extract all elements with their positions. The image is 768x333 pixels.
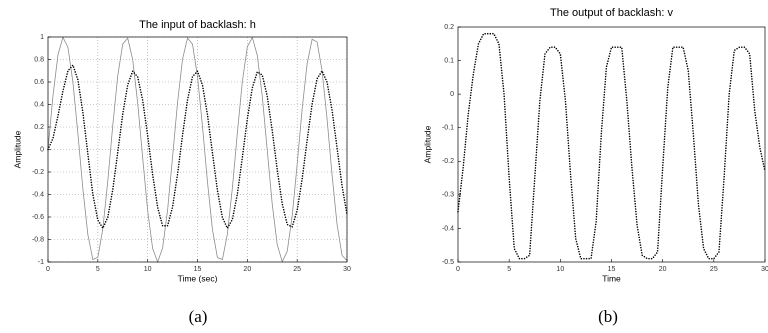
x-axis-label: Time (602, 273, 621, 283)
y-tick-label: 0 (450, 91, 454, 98)
axes-frame (47, 36, 348, 263)
x-tick-label: 15 (194, 266, 202, 273)
x-tick-label: 25 (710, 266, 718, 273)
y-tick-label: 0.4 (34, 101, 44, 108)
data-line (457, 32, 766, 260)
x-tick-label: 15 (608, 266, 616, 273)
y-tick-label: -0.2 (442, 158, 454, 165)
y-tick-label: -0.4 (442, 225, 454, 232)
subplot: 0 5 10 15 20 25 30 -0.5 -0.4 -0.3 -0.2 -0.1 0 0.1 0.2 T… (422, 7, 768, 326)
y-tick-label: 0.6 (34, 79, 44, 86)
x-tick-label: 0 (46, 266, 50, 273)
x-tick-label: 5 (96, 266, 100, 273)
x-axis-label: Time (sec) (178, 273, 218, 283)
y-tick-label: -0.3 (442, 192, 454, 199)
caption: (b) (598, 307, 618, 326)
x-tick-label: 10 (556, 266, 564, 273)
plot-area (458, 27, 765, 262)
caption: (a) (189, 307, 208, 326)
y-tick-label: 0 (40, 146, 44, 153)
chart-title: The output of backlash: v (550, 7, 673, 19)
y-tick-label: 1 (40, 34, 44, 41)
x-tick-label: 5 (507, 266, 511, 273)
y-tick-label: 0.2 (34, 124, 44, 131)
y-tick-label: 0.2 (444, 24, 454, 31)
data-line (47, 36, 348, 264)
y-tick-label: -0.8 (32, 236, 44, 243)
x-tick-label: 30 (343, 266, 351, 273)
x-tick-label: 30 (761, 266, 768, 273)
chart-title: The input of backlash: h (139, 19, 256, 31)
x-tick-label: 20 (243, 266, 251, 273)
x-tick-label: 10 (144, 266, 152, 273)
y-tick-label: -0.1 (442, 125, 454, 132)
y-tick-label: -1 (38, 259, 44, 266)
y-tick-label: -0.6 (32, 214, 44, 221)
y-tick-label: -0.4 (32, 191, 44, 198)
y-axis-label: Amplitude (12, 130, 22, 168)
y-tick-label: -0.5 (442, 259, 454, 266)
x-tick-label: 0 (456, 266, 460, 273)
data-line (47, 63, 348, 230)
y-axis-label: Amplitude (422, 125, 432, 163)
subplot: 0 5 10 15 20 25 30 -1 -0.8 -0.6 -0.4 -0.2 0 0.2 0.4 0.6… (12, 19, 351, 326)
y-tick-label: 0.8 (34, 56, 44, 63)
axes-frame (457, 26, 766, 263)
x-tick-label: 20 (659, 266, 667, 273)
x-tick-label: 25 (293, 266, 301, 273)
y-tick-label: -0.2 (32, 169, 44, 176)
y-tick-label: 0.1 (444, 57, 454, 64)
